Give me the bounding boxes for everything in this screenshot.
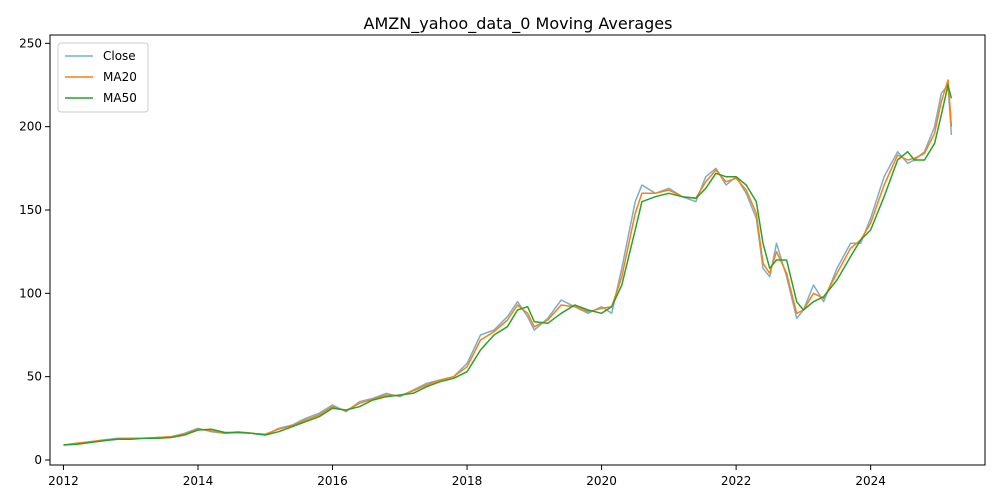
y-tick-label: 150 [19,203,42,217]
x-tick-label: 2022 [721,474,752,488]
x-axis: 2012 2014 2016 2018 2020 2022 2024 [48,465,886,488]
series-line-ma50 [63,84,953,446]
y-tick-label: 200 [19,120,42,134]
y-tick-label: 50 [27,370,42,384]
y-tick-label: 250 [19,36,42,50]
legend-box [57,42,149,113]
legend-label-ma20: MA20 [103,70,137,84]
x-tick-label: 2024 [855,474,886,488]
series-line-ma20 [63,79,953,446]
legend-label-close: Close [103,49,136,63]
plot-frame [49,34,986,466]
x-tick-label: 2012 [48,474,79,488]
legend-label-ma50: MA50 [103,91,137,105]
x-tick-label: 2014 [183,474,214,488]
x-tick-label: 2020 [586,474,617,488]
series-line-close [63,84,953,446]
x-tick-label: 2018 [452,474,483,488]
legend: Close MA20 MA50 [57,42,149,113]
y-tick-label: 100 [19,286,42,300]
y-tick-label: 0 [34,453,42,467]
y-axis: 0 50 100 150 200 250 [19,36,50,467]
chart-title: AMZN_yahoo_data_0 Moving Averages [364,14,673,34]
x-tick-label: 2016 [317,474,348,488]
